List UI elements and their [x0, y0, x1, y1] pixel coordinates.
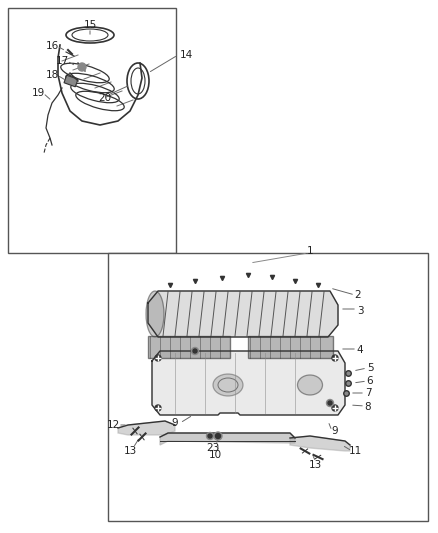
Text: 4: 4	[357, 345, 363, 355]
Text: 5: 5	[367, 363, 373, 373]
Circle shape	[214, 432, 222, 440]
Ellipse shape	[213, 374, 243, 396]
Circle shape	[155, 355, 161, 361]
Ellipse shape	[297, 375, 322, 395]
Text: 14: 14	[180, 50, 193, 60]
Text: 12: 12	[106, 420, 120, 430]
Text: 20: 20	[99, 93, 112, 103]
Text: 23: 23	[206, 443, 219, 453]
Circle shape	[328, 401, 332, 405]
Circle shape	[215, 433, 220, 439]
Ellipse shape	[146, 291, 164, 337]
Polygon shape	[152, 351, 345, 415]
Bar	[64, 75, 78, 87]
Circle shape	[332, 355, 338, 361]
Bar	[248, 336, 333, 358]
Text: 7: 7	[365, 388, 371, 398]
Text: 13: 13	[124, 446, 137, 456]
Circle shape	[155, 405, 161, 411]
Text: 19: 19	[32, 88, 45, 98]
Polygon shape	[148, 291, 338, 337]
Text: 18: 18	[46, 70, 59, 80]
Text: 1: 1	[307, 246, 313, 256]
Ellipse shape	[218, 378, 238, 392]
Text: 8: 8	[365, 402, 371, 412]
Text: 15: 15	[83, 20, 97, 30]
Circle shape	[326, 400, 333, 407]
Polygon shape	[118, 421, 175, 435]
Text: 11: 11	[348, 446, 362, 456]
Circle shape	[78, 63, 86, 71]
Circle shape	[332, 405, 338, 411]
Text: 17: 17	[55, 56, 69, 66]
Polygon shape	[160, 433, 295, 445]
Text: 13: 13	[308, 460, 321, 470]
Circle shape	[191, 348, 198, 354]
Text: 9: 9	[332, 426, 338, 436]
Text: 6: 6	[367, 376, 373, 386]
Polygon shape	[290, 436, 350, 451]
Circle shape	[208, 434, 212, 438]
Text: 3: 3	[357, 306, 363, 316]
Bar	[8, 8, 176, 253]
Text: 16: 16	[46, 41, 59, 51]
Circle shape	[193, 349, 197, 353]
Circle shape	[206, 432, 213, 440]
Text: 10: 10	[208, 450, 222, 460]
Text: 2: 2	[355, 290, 361, 300]
Text: 9: 9	[172, 418, 178, 428]
Bar	[148, 336, 230, 358]
Bar	[108, 253, 428, 521]
